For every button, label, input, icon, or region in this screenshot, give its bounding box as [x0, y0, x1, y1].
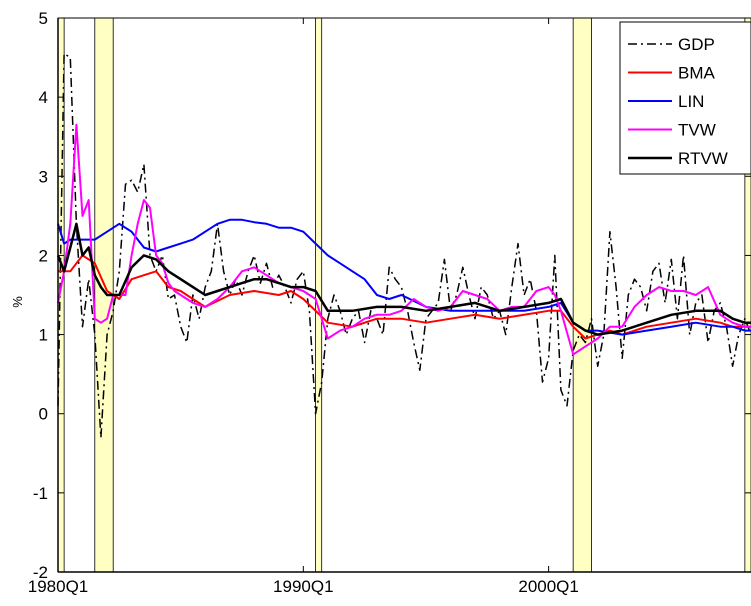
legend-label-bma: BMA — [678, 64, 716, 83]
x-tick-label: 1980Q1 — [28, 577, 89, 596]
series-line-rtvw — [56, 222, 751, 336]
legend-box — [619, 21, 751, 175]
y-axis-label: % — [10, 296, 25, 308]
legend-label-gdp: GDP — [678, 35, 715, 54]
series-lines — [56, 52, 751, 439]
legend: GDP BMA LIN TVW RTVW — [619, 21, 751, 175]
y-tick-label: 0 — [39, 405, 48, 424]
series-line-tvw — [57, 123, 751, 356]
y-tick-label: 3 — [39, 167, 48, 186]
y-tick-label: 4 — [39, 88, 48, 107]
recession-band-3 — [572, 17, 592, 573]
x-tick-label: 1990Q1 — [273, 577, 334, 596]
y-tick-label: 2 — [39, 246, 48, 265]
legend-label-lin: LIN — [678, 92, 704, 111]
axes: -2 -1 0 1 2 3 4 5 1980Q1 1990Q1 2000Q1 — [28, 9, 751, 596]
legend-label-rtvw: RTVW — [678, 149, 728, 168]
series-line-gdp — [57, 52, 751, 439]
y-tick-label: -1 — [33, 484, 48, 503]
y-tick-label: -2 — [33, 563, 48, 582]
x-tick-label: 2000Q1 — [518, 577, 579, 596]
series-line-lin — [57, 218, 751, 336]
y-tick-label: 5 — [39, 9, 48, 28]
y-tick-label: 1 — [39, 326, 48, 345]
legend-label-tvw: TVW — [678, 121, 716, 140]
